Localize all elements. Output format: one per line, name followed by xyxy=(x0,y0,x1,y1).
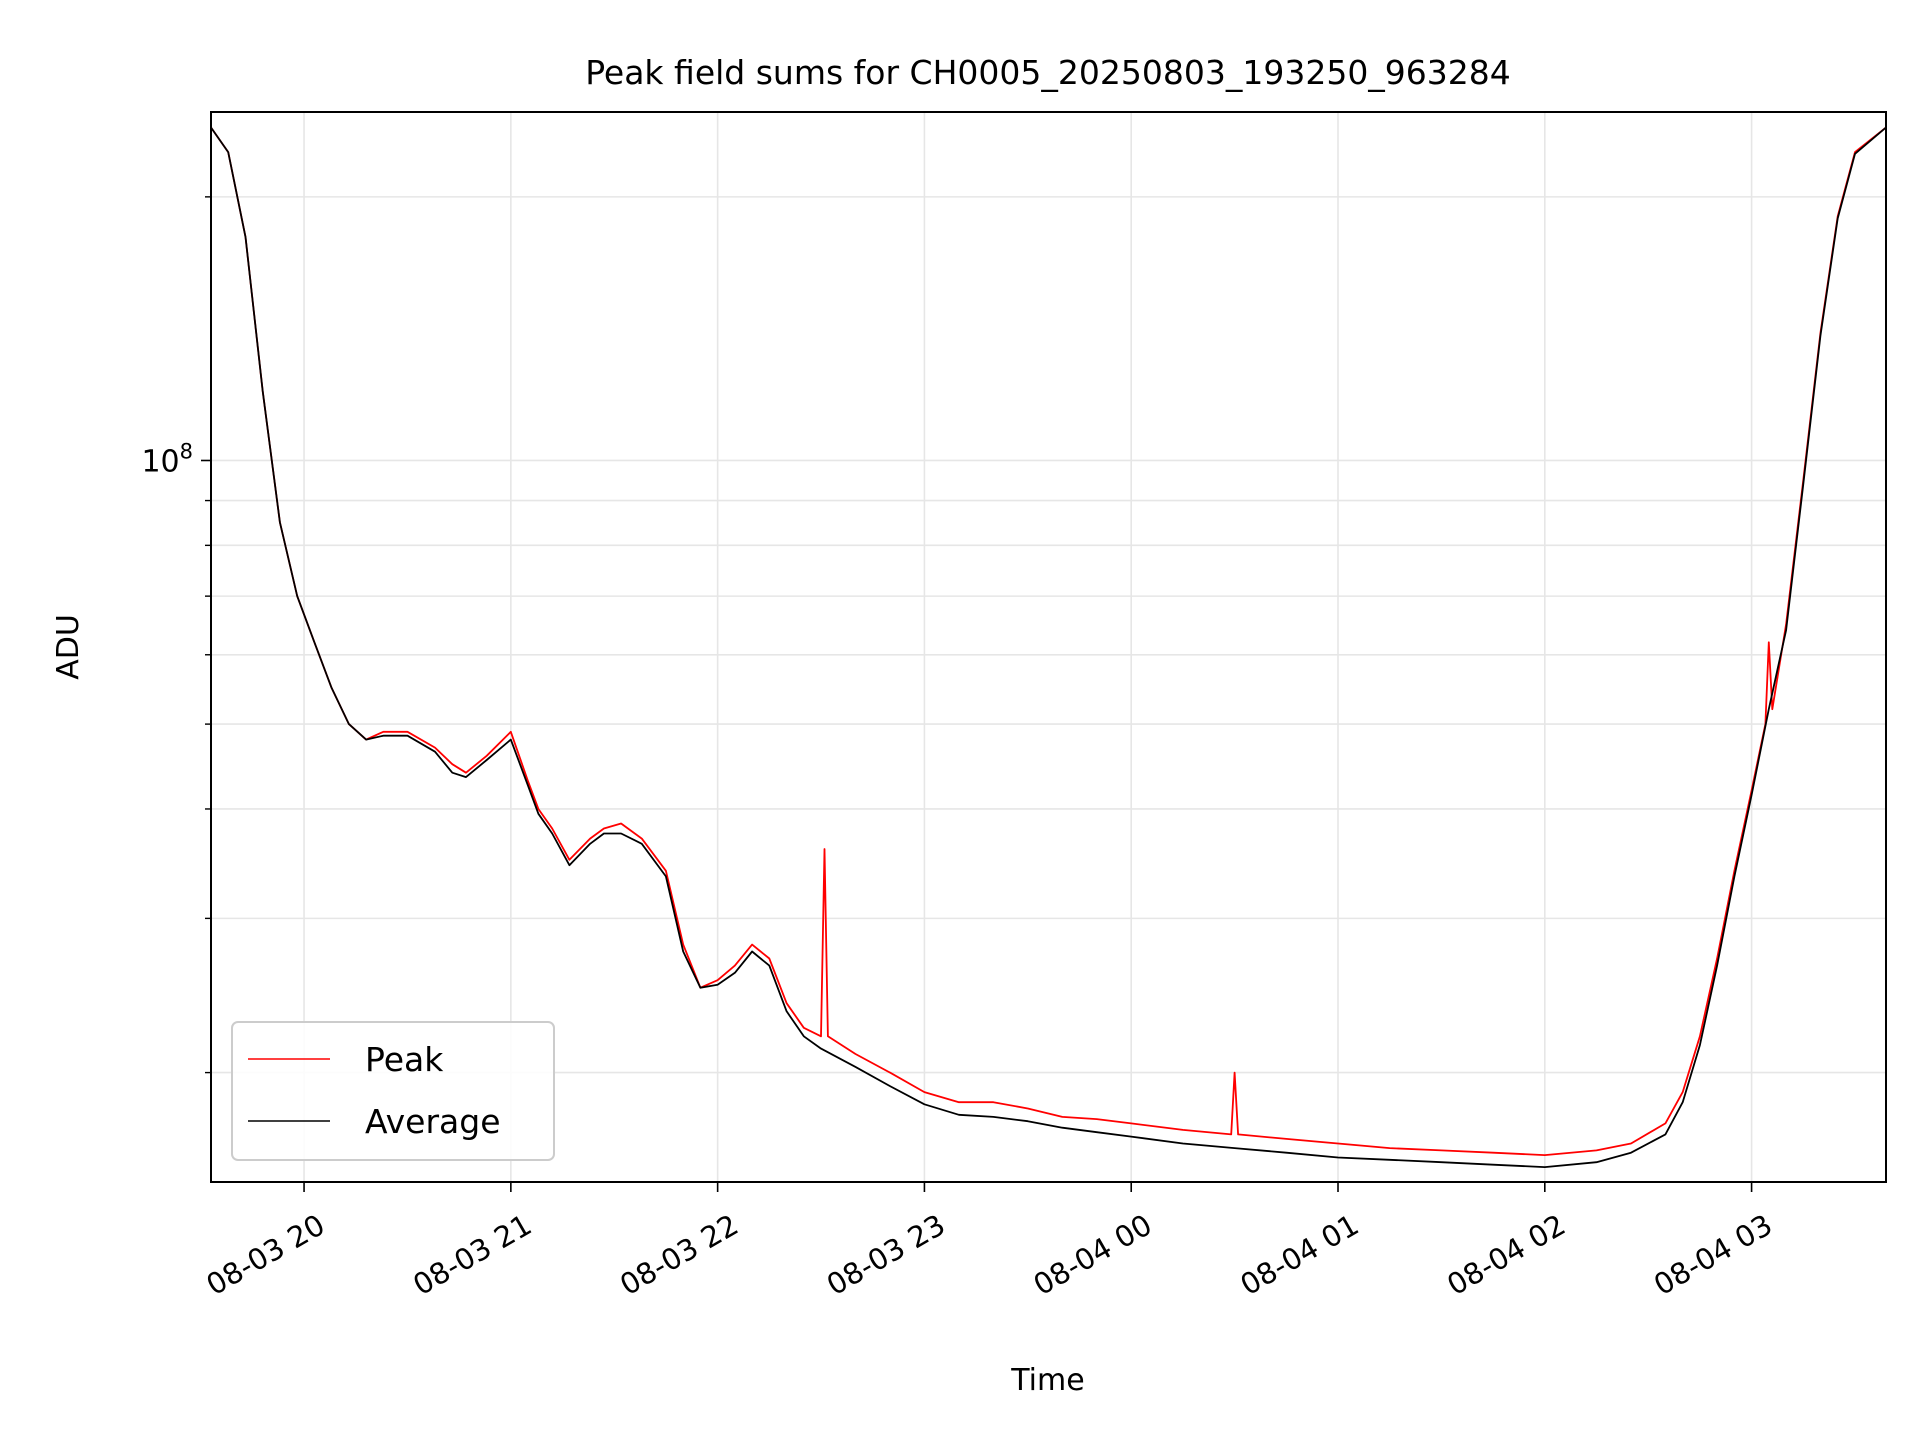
chart-title: Peak field sums for CH0005_20250803_1932… xyxy=(585,53,1511,92)
plot-frame xyxy=(210,111,1887,1183)
x-axis-label: Time xyxy=(1010,1363,1084,1398)
legend-label-average: Average xyxy=(365,1102,501,1141)
series-line-average xyxy=(210,126,1887,1168)
legend: Peak Average xyxy=(231,1021,555,1161)
y-axis-label: ADU xyxy=(51,614,86,680)
y-axis: 108 xyxy=(141,196,211,1074)
y-tick-label: 108 xyxy=(141,439,193,479)
series-layer xyxy=(210,126,1887,1168)
series-line-peak xyxy=(210,126,1887,1156)
legend-label-peak: Peak xyxy=(365,1040,444,1079)
legend-box xyxy=(231,1021,555,1161)
